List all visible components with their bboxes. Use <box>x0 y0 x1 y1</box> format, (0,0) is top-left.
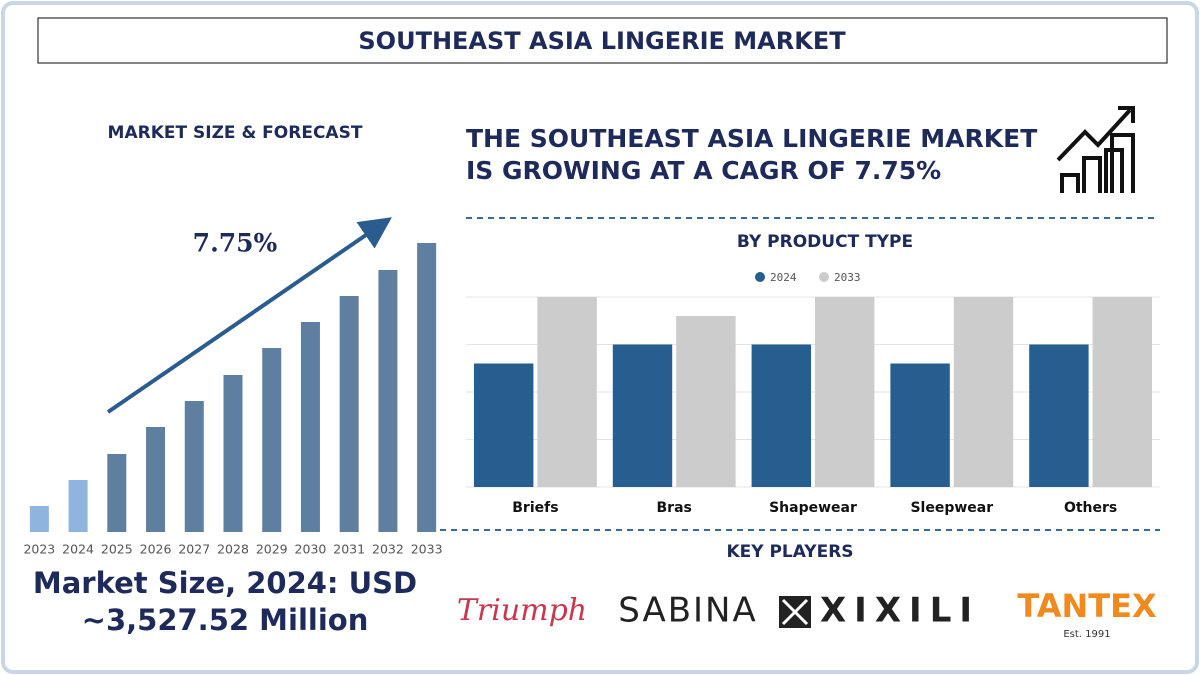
x-tick-label: 2027 <box>178 542 210 557</box>
market-size: Market Size, 2024: USD <box>33 566 417 600</box>
bar <box>417 243 437 532</box>
x-tick-label: 2031 <box>333 542 365 557</box>
xixili-icon <box>779 596 811 628</box>
chart-title: BY PRODUCT TYPE <box>737 232 913 252</box>
x-tick-label: Others <box>1064 500 1117 516</box>
bar <box>890 363 950 487</box>
bar <box>339 296 359 532</box>
x-tick-label: 2032 <box>372 542 404 557</box>
legend-label: 2024 <box>770 271 797 284</box>
x-tick-label: Bras <box>657 500 692 516</box>
bar <box>107 454 127 532</box>
bar <box>1092 297 1152 487</box>
bar <box>474 363 534 487</box>
x-tick-label: 2033 <box>411 542 443 557</box>
growth-arrow <box>106 217 392 414</box>
x-tick-label: 2030 <box>295 542 327 557</box>
x-tick-label: 2023 <box>23 542 55 557</box>
annotation: 7.75% <box>193 229 278 258</box>
x-tick-label: 2028 <box>217 542 249 557</box>
x-tick-label: 2026 <box>140 542 172 557</box>
bar <box>223 375 243 532</box>
bar <box>953 297 1014 487</box>
player-logo: TANTEX <box>1017 587 1157 625</box>
x-tick-label: 2025 <box>101 542 133 557</box>
page-title: SOUTHEAST ASIA LINGERIE MARKET <box>358 27 846 55</box>
bar <box>676 316 736 487</box>
bar <box>300 322 320 532</box>
section-heading: MARKET SIZE & FORECAST <box>108 123 363 143</box>
x-tick-label: 2024 <box>62 542 94 557</box>
bar <box>537 297 597 487</box>
bar <box>751 344 811 487</box>
title-box <box>37 17 1168 64</box>
player-note: Est. 1991 <box>1063 629 1110 640</box>
headline: THE SOUTHEAST ASIA LINGERIE MARKET <box>466 124 1037 153</box>
x-tick-label: Sleepwear <box>910 500 993 516</box>
legend-label: 2033 <box>834 271 861 284</box>
legend-swatch <box>819 272 829 282</box>
bar <box>815 297 875 487</box>
player-logo: XIXILI <box>820 591 980 631</box>
x-tick-label: 2029 <box>256 542 288 557</box>
growth-icon <box>1056 106 1135 193</box>
market-size: ~3,527.52 Million <box>82 603 369 637</box>
player-logo: SABINA <box>618 591 758 631</box>
x-tick-label: Shapewear <box>769 500 857 516</box>
bar <box>612 344 673 487</box>
bar <box>146 427 166 532</box>
bar <box>184 401 204 532</box>
bar <box>68 480 88 532</box>
bar <box>378 270 398 532</box>
legend-swatch <box>755 272 765 282</box>
bar <box>1029 344 1089 487</box>
headline: IS GROWING AT A CAGR OF 7.75% <box>466 156 941 185</box>
key-players-title: KEY PLAYERS <box>726 542 853 562</box>
bar <box>262 348 282 532</box>
x-tick-label: Briefs <box>512 500 558 516</box>
player-logo: Triumph <box>457 593 587 628</box>
bar <box>29 506 49 532</box>
